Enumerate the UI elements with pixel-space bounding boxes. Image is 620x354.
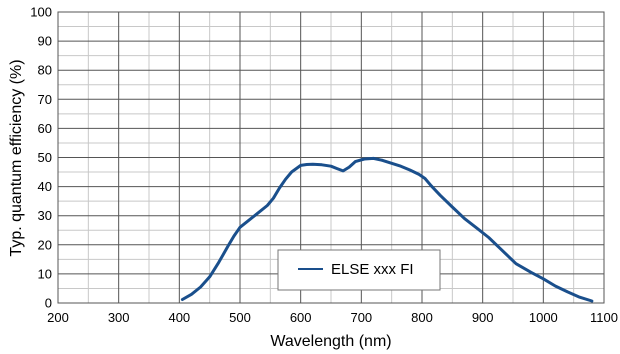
y-tick-labels: 0 10 20 30 40 50 60 70 80 90 100 — [30, 5, 52, 311]
x-tick-label: 800 — [411, 310, 433, 325]
series-layer — [180, 156, 594, 303]
y-tick-label: 90 — [38, 34, 52, 49]
x-tick-label: 600 — [290, 310, 312, 325]
x-tick-label: 700 — [350, 310, 372, 325]
x-tick-label: 1000 — [529, 310, 558, 325]
x-tick-label: 1100 — [590, 310, 618, 325]
y-tick-label: 10 — [38, 266, 52, 281]
y-tick-label: 20 — [38, 237, 52, 252]
x-tick-label: 400 — [168, 310, 190, 325]
y-tick-label: 0 — [45, 296, 52, 311]
x-axis-title: Wavelength (nm) — [270, 333, 391, 350]
legend: ELSE xxx FI — [277, 249, 441, 291]
y-tick-label: 40 — [38, 179, 52, 194]
y-tick-label: 50 — [38, 150, 52, 165]
x-tick-label: 500 — [229, 310, 251, 325]
plot-frame — [57, 11, 605, 304]
x-tick-label: 900 — [472, 310, 494, 325]
y-tick-label: 70 — [38, 92, 52, 107]
series-line — [180, 156, 594, 303]
x-tick-label: 300 — [108, 310, 130, 325]
y-tick-label: 100 — [30, 5, 52, 20]
legend-label: ELSE xxx FI — [331, 261, 414, 278]
y-tick-label: 60 — [38, 121, 52, 136]
x-tick-label: 200 — [47, 310, 69, 325]
y-tick-label: 80 — [38, 63, 52, 78]
x-tick-labels: 200 300 400 500 600 700 800 900 1000 1100 — [47, 310, 618, 325]
y-axis-title: Typ. quantum efficiency (%) — [8, 59, 25, 256]
y-tick-label: 30 — [38, 208, 52, 223]
